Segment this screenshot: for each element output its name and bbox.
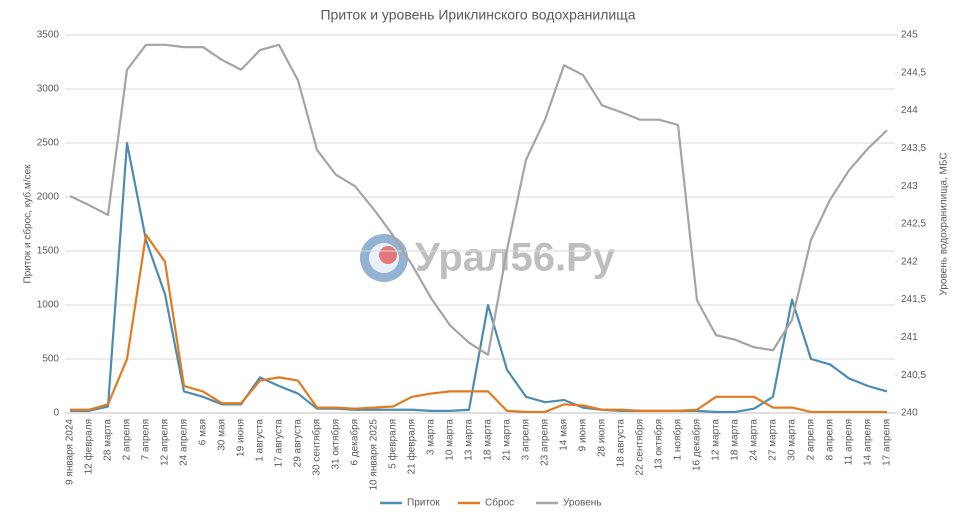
y2-tick-label: 242,5 xyxy=(901,219,926,230)
x-tick-label: 24 марта xyxy=(749,419,760,461)
x-tick-label: 10 января 2025 xyxy=(369,419,380,491)
x-tick-label: 24 апреля xyxy=(179,419,190,466)
x-tick-label: 21 марта xyxy=(502,419,513,461)
x-tick-label: 3 марта xyxy=(426,419,437,456)
y-tick-label: 1500 xyxy=(37,246,60,257)
x-tick-label: 6 декабря xyxy=(349,419,361,465)
x-tick-label: 1 августа xyxy=(255,419,266,462)
y2-tick-label: 243,5 xyxy=(901,143,926,154)
x-tick-label: 27 марта xyxy=(768,419,779,461)
x-tick-label: 2 апреля xyxy=(806,419,817,460)
y-tick-label: 0 xyxy=(53,408,59,419)
x-tick-label: 17 апреля xyxy=(882,419,893,466)
y2-tick-label: 243 xyxy=(901,181,918,192)
x-tick-label: 31 октября xyxy=(330,419,342,470)
series-line xyxy=(70,233,887,414)
x-tick-label: 28 июля xyxy=(597,419,608,457)
y2-tick-label: 240 xyxy=(901,408,918,419)
y-tick-label: 3000 xyxy=(37,84,60,95)
x-tick-label: 13 марта xyxy=(464,419,475,461)
y2-tick-label: 240,5 xyxy=(901,370,926,381)
x-tick-label: 22 сентября xyxy=(634,419,646,476)
x-tick-label: 9 июня xyxy=(578,419,589,451)
x-tick-label: 12 марта xyxy=(711,419,722,461)
x-tick-label: 18 августа xyxy=(616,419,627,468)
x-tick-label: 18 марта xyxy=(483,419,494,461)
x-tick-label: 10 марта xyxy=(445,419,456,461)
y-tick-label: 2000 xyxy=(37,192,60,203)
y-tick-label: 1000 xyxy=(37,300,60,311)
x-tick-label: 14 мая xyxy=(559,419,570,451)
x-tick-label: 30 сентября xyxy=(311,419,323,476)
x-tick-label: 23 апреля xyxy=(540,419,551,466)
y2-tick-label: 244,5 xyxy=(901,67,926,78)
x-tick-label: 16 декабря xyxy=(691,419,703,471)
legend-label: Приток xyxy=(407,498,440,509)
x-tick-label: 6 мая xyxy=(198,419,209,445)
x-tick-label: 29 августа xyxy=(293,419,304,468)
y2-tick-label: 245 xyxy=(901,30,918,41)
y-axis-title: Приток и сброс, куб.м/сек xyxy=(22,164,34,284)
x-tick-label: 12 апреля xyxy=(160,419,171,466)
x-tick-label: 17 августа xyxy=(274,419,285,468)
x-tick-label: 30 мая xyxy=(217,419,228,451)
x-tick-label: 18 марта xyxy=(730,419,741,461)
chart-title: Приток и уровень Ириклинского водохранил… xyxy=(320,7,635,23)
x-tick-label: 13 октября xyxy=(653,419,665,470)
y-tick-label: 2500 xyxy=(37,138,60,149)
series-line xyxy=(69,43,888,356)
watermark-logo xyxy=(360,234,408,282)
x-tick-label: 14 апреля xyxy=(863,419,874,466)
x-tick-label: 9 января 2024 xyxy=(65,419,76,485)
x-tick-label: 28 марта xyxy=(103,419,114,461)
x-tick-label: 11 апреля xyxy=(844,419,855,465)
legend-label: Уровень xyxy=(563,498,602,509)
x-tick-label: 21 февраля xyxy=(406,419,418,474)
y2-tick-label: 244 xyxy=(901,105,918,116)
y-tick-label: 500 xyxy=(42,354,59,365)
legend-label: Сброс xyxy=(485,497,514,509)
x-tick-label: 1 ноября xyxy=(672,419,684,460)
y2-axis-title: Уровень водохранилища, МБС xyxy=(939,152,950,295)
x-tick-label: 8 апреля xyxy=(825,419,836,460)
x-tick-label: 3 апреля xyxy=(521,419,532,460)
x-tick-label: 12 февраля xyxy=(83,419,95,474)
series-line xyxy=(70,141,888,414)
watermark: Урал56.Ру xyxy=(415,236,616,280)
y2-tick-label: 241,5 xyxy=(901,294,926,305)
x-tick-label: 5 февраля xyxy=(387,419,399,469)
y-tick-label: 3500 xyxy=(37,30,60,41)
x-tick-label: 19 июня xyxy=(236,419,247,457)
x-tick-label: 7 апреля xyxy=(141,419,152,460)
x-tick-label: 30 марта xyxy=(787,419,798,461)
x-tick-label: 2 апреля xyxy=(122,419,133,460)
y2-tick-label: 241 xyxy=(901,332,918,343)
y2-tick-label: 242 xyxy=(901,256,918,267)
